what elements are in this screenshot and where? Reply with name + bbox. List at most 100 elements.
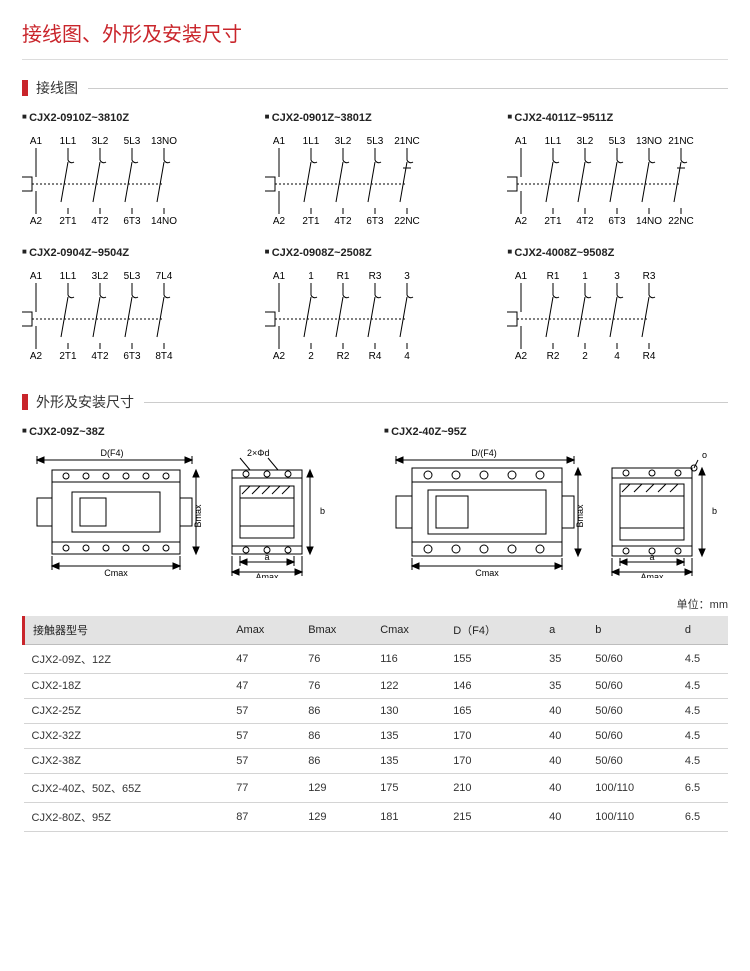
svg-text:6T3: 6T3 bbox=[366, 216, 384, 227]
dimension-block: CJX2-40Z~95Z D/(F4) bbox=[384, 426, 728, 578]
svg-text:A2: A2 bbox=[273, 216, 286, 227]
table-cell: CJX2-25Z bbox=[24, 699, 229, 724]
svg-text:22NC: 22NC bbox=[394, 216, 420, 227]
svg-text:b: b bbox=[320, 506, 325, 516]
svg-text:Bmax: Bmax bbox=[575, 504, 584, 528]
svg-text:2T1: 2T1 bbox=[59, 216, 77, 227]
svg-text:a: a bbox=[649, 552, 654, 562]
table-cell: 4.5 bbox=[677, 645, 728, 674]
svg-text:2×Φd: 2×Φd bbox=[247, 448, 269, 458]
svg-text:4: 4 bbox=[404, 351, 410, 362]
wiring-diagram-cell: CJX2-0901Z~3801Z A1A21L12T13L24T25L36T321… bbox=[265, 112, 486, 235]
table-cell: 47 bbox=[228, 674, 300, 699]
svg-text:3L2: 3L2 bbox=[334, 136, 351, 147]
table-cell: 77 bbox=[228, 774, 300, 803]
table-cell: CJX2-32Z bbox=[24, 724, 229, 749]
unit-label: 单位：mm bbox=[22, 596, 728, 612]
dimension-block-title: CJX2-09Z~38Z bbox=[22, 426, 366, 438]
wiring-diagram-title: CJX2-4011Z~9511Z bbox=[507, 112, 728, 124]
table-cell: 76 bbox=[300, 645, 372, 674]
front-view-drawing: D/(F4) Bmax bbox=[384, 448, 584, 578]
table-row: CJX2-38Z57861351704050/604.5 bbox=[24, 749, 729, 774]
table-row: CJX2-32Z57861351704050/604.5 bbox=[24, 724, 729, 749]
table-cell: 57 bbox=[228, 724, 300, 749]
svg-text:o: o bbox=[702, 450, 707, 460]
front-view-drawing: D(F4) bbox=[22, 448, 202, 578]
svg-text:14NO: 14NO bbox=[151, 216, 177, 227]
table-cell: 181 bbox=[372, 803, 445, 832]
wiring-diagram-svg: A1A21L12T13L24T25L36T37L48T4 bbox=[22, 267, 243, 367]
wiring-diagram-svg: A1A21L12T13L24T25L36T313NO14NO bbox=[22, 132, 243, 232]
table-cell: 165 bbox=[445, 699, 541, 724]
table-cell: 129 bbox=[300, 774, 372, 803]
wiring-diagram-title: CJX2-0910Z~3810Z bbox=[22, 112, 243, 124]
table-cell: 40 bbox=[541, 699, 587, 724]
table-cell: CJX2-80Z、95Z bbox=[24, 803, 229, 832]
table-cell: 155 bbox=[445, 645, 541, 674]
svg-text:A2: A2 bbox=[515, 351, 528, 362]
wiring-diagram-title: CJX2-4008Z~9508Z bbox=[507, 247, 728, 259]
svg-text:A1: A1 bbox=[30, 136, 43, 147]
wiring-diagram-svg: A1A21L12T13L24T25L36T321NC22NC bbox=[265, 132, 486, 232]
svg-text:8T4: 8T4 bbox=[155, 351, 173, 362]
accent-mark bbox=[22, 394, 28, 410]
table-cell: CJX2-40Z、50Z、65Z bbox=[24, 774, 229, 803]
table-row: CJX2-25Z57861301654050/604.5 bbox=[24, 699, 729, 724]
table-cell: 87 bbox=[228, 803, 300, 832]
table-cell: 40 bbox=[541, 724, 587, 749]
svg-text:A1: A1 bbox=[515, 136, 528, 147]
svg-text:4: 4 bbox=[615, 351, 621, 362]
table-cell: 135 bbox=[372, 724, 445, 749]
svg-text:7L4: 7L4 bbox=[156, 271, 173, 282]
table-cell: 47 bbox=[228, 645, 300, 674]
svg-text:R1: R1 bbox=[336, 271, 349, 282]
page-title: 接线图、外形及安装尺寸 bbox=[22, 18, 728, 60]
table-column-header: D（F4） bbox=[445, 616, 541, 645]
wiring-diagram-title: CJX2-0904Z~9504Z bbox=[22, 247, 243, 259]
wiring-diagram-svg: A1A21L12T13L24T25L36T313NO14NO21NC22NC bbox=[507, 132, 728, 232]
svg-text:1L1: 1L1 bbox=[60, 136, 77, 147]
table-cell: 100/110 bbox=[587, 803, 677, 832]
table-cell: 6.5 bbox=[677, 774, 728, 803]
svg-text:6T3: 6T3 bbox=[123, 216, 141, 227]
svg-text:b: b bbox=[712, 506, 717, 516]
svg-text:4T2: 4T2 bbox=[91, 216, 109, 227]
table-row: CJX2-09Z、12Z47761161553550/604.5 bbox=[24, 645, 729, 674]
table-row: CJX2-18Z47761221463550/604.5 bbox=[24, 674, 729, 699]
svg-text:3L2: 3L2 bbox=[577, 136, 594, 147]
table-cell: 50/60 bbox=[587, 645, 677, 674]
table-column-header: Amax bbox=[228, 616, 300, 645]
side-view-drawing: 2×Φd bbox=[212, 448, 332, 578]
svg-text:3L2: 3L2 bbox=[92, 136, 109, 147]
svg-text:A1: A1 bbox=[515, 271, 528, 282]
table-cell: 210 bbox=[445, 774, 541, 803]
table-column-header: b bbox=[587, 616, 677, 645]
table-cell: 40 bbox=[541, 774, 587, 803]
table-column-header: a bbox=[541, 616, 587, 645]
table-cell: 40 bbox=[541, 749, 587, 774]
svg-text:R1: R1 bbox=[547, 271, 560, 282]
svg-text:R2: R2 bbox=[547, 351, 560, 362]
svg-text:R2: R2 bbox=[336, 351, 349, 362]
section-title: 外形及安装尺寸 bbox=[36, 392, 134, 412]
table-cell: 130 bbox=[372, 699, 445, 724]
table-column-header: Bmax bbox=[300, 616, 372, 645]
wiring-diagram-title: CJX2-0901Z~3801Z bbox=[265, 112, 486, 124]
svg-text:a: a bbox=[264, 552, 269, 562]
table-cell: 4.5 bbox=[677, 699, 728, 724]
svg-text:1: 1 bbox=[308, 271, 314, 282]
table-cell: CJX2-09Z、12Z bbox=[24, 645, 229, 674]
svg-text:R4: R4 bbox=[643, 351, 656, 362]
table-cell: CJX2-38Z bbox=[24, 749, 229, 774]
table-cell: 40 bbox=[541, 803, 587, 832]
table-cell: 50/60 bbox=[587, 749, 677, 774]
section-rule bbox=[144, 402, 728, 403]
table-cell: 76 bbox=[300, 674, 372, 699]
svg-text:2: 2 bbox=[583, 351, 589, 362]
table-cell: 122 bbox=[372, 674, 445, 699]
table-cell: 86 bbox=[300, 749, 372, 774]
svg-text:A1: A1 bbox=[273, 271, 286, 282]
section-rule bbox=[88, 88, 728, 89]
svg-text:13NO: 13NO bbox=[636, 136, 662, 147]
table-cell: CJX2-18Z bbox=[24, 674, 229, 699]
